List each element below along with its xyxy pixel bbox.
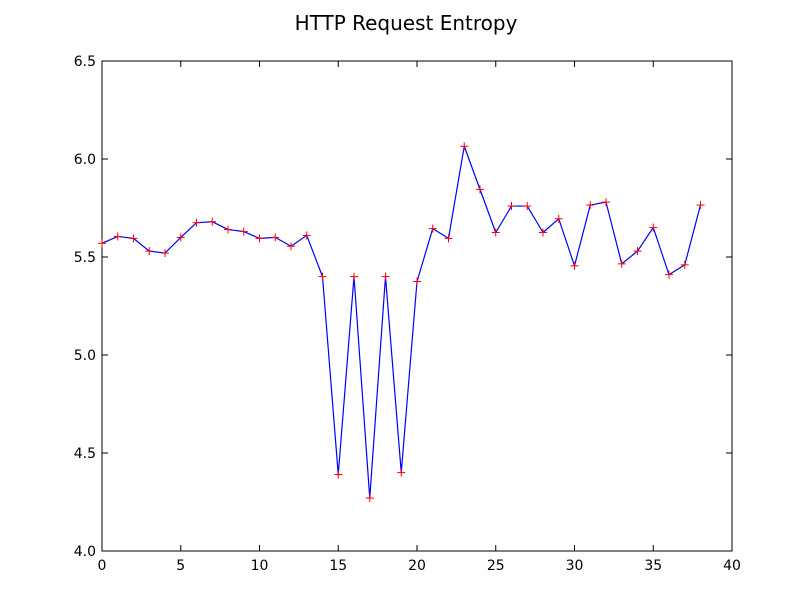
x-tick-label: 5: [176, 558, 185, 574]
data-point-marker: [413, 277, 421, 286]
data-point-marker: [161, 249, 169, 258]
data-point-marker: [381, 272, 390, 281]
data-point-marker: [365, 494, 374, 503]
data-point-marker: [302, 231, 311, 240]
data-point-marker: [570, 261, 579, 270]
chart-title: HTTP Request Entropy: [295, 11, 518, 35]
data-point-marker: [334, 470, 343, 479]
data-point-marker: [633, 247, 642, 256]
data-point-marker: [696, 201, 705, 210]
data-point-marker: [444, 234, 453, 243]
data-point-marker: [602, 198, 610, 207]
axis-tick-labels: 0 5 10 15 20 25 30 35 40 4.0 4.5 5.0 5.5 6.0 6.5: [74, 54, 741, 574]
x-tick-label: 35: [644, 558, 662, 574]
data-point-marker: [98, 239, 106, 248]
data-point-marker: [350, 272, 358, 281]
data-point-marker: [617, 259, 626, 268]
marker-layer: [98, 142, 705, 503]
data-point-marker: [287, 242, 295, 251]
data-point-marker: [318, 272, 327, 281]
data-point-marker: [428, 224, 437, 233]
y-tick-label: 4.0: [74, 544, 96, 560]
data-point-marker: [476, 185, 484, 194]
data-point-marker: [271, 233, 280, 242]
data-point-marker: [539, 228, 547, 237]
data-point-marker: [129, 234, 138, 243]
data-point-marker: [224, 225, 232, 234]
y-tick-label: 5.5: [74, 250, 96, 266]
x-tick-label: 0: [98, 558, 107, 574]
x-tick-label: 20: [408, 558, 426, 574]
data-point-marker: [176, 233, 185, 242]
x-tick-label: 30: [566, 558, 584, 574]
y-tick-label: 6.5: [74, 54, 96, 70]
data-point-marker: [665, 270, 673, 279]
y-tick-label: 5.0: [74, 348, 96, 364]
data-point-marker: [113, 232, 122, 241]
data-point-marker: [649, 223, 658, 232]
data-point-marker: [208, 217, 217, 226]
y-tick-label: 6.0: [74, 152, 96, 168]
data-point-marker: [397, 468, 406, 477]
data-point-marker: [255, 234, 264, 243]
x-tick-label: 40: [723, 558, 741, 574]
data-point-marker: [460, 142, 469, 151]
data-point-marker: [145, 247, 154, 256]
data-point-marker: [523, 202, 532, 211]
x-tick-label: 10: [251, 558, 269, 574]
data-point-marker: [554, 214, 563, 223]
x-tick-label: 25: [487, 558, 505, 574]
data-point-marker: [491, 228, 500, 237]
data-point-marker: [239, 227, 248, 236]
data-point-marker: [192, 218, 201, 227]
axis-ticks: [101, 60, 733, 552]
data-point-marker: [680, 260, 689, 269]
data-point-marker: [507, 202, 516, 211]
x-tick-label: 15: [329, 558, 347, 574]
y-tick-label: 4.5: [74, 446, 96, 462]
data-point-marker: [586, 201, 595, 210]
